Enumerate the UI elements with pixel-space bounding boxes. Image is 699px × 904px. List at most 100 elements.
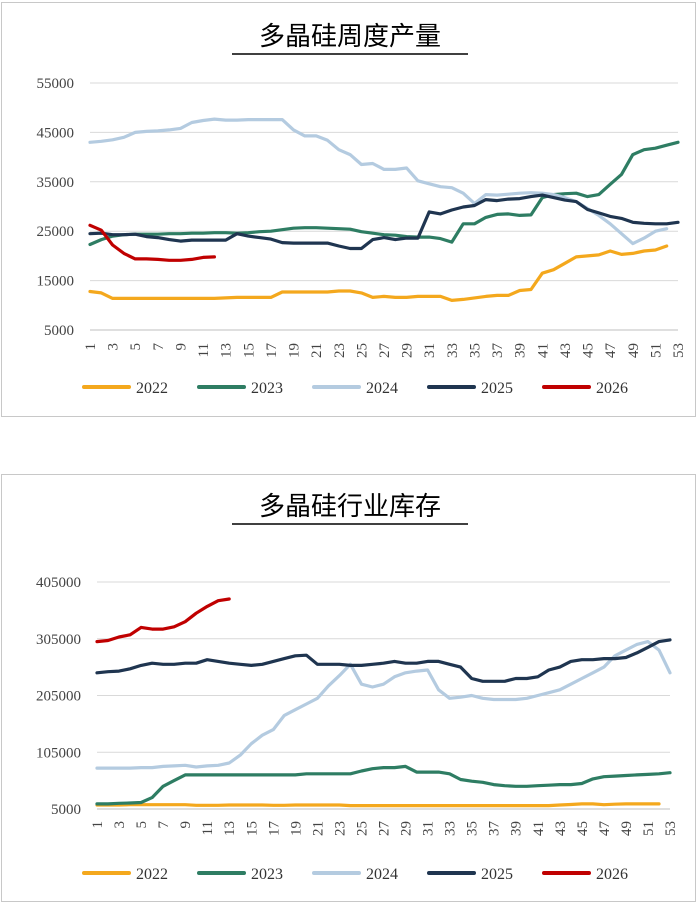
x-tick-label: 29 [400,343,416,358]
x-tick-label: 53 [671,343,687,358]
x-tick-label: 33 [445,343,461,358]
x-tick-label: 11 [200,821,216,835]
legend-label: 2023 [251,380,283,397]
legend-item-2024: 2024 [312,866,398,883]
legend-label: 2026 [596,866,628,883]
x-tick-label: 41 [535,343,551,358]
y-tick-label: 5000 [51,802,81,818]
x-tick-label: 19 [287,343,303,358]
x-tick-label: 5 [134,821,150,829]
x-tick-label: 29 [399,821,415,836]
x-tick-label: 31 [421,821,437,836]
x-tick-label: 27 [377,343,393,359]
x-tick-label: 53 [663,821,679,836]
series-line-2022 [88,244,669,302]
x-tick-label: 47 [597,821,613,837]
x-tick-label: 27 [377,821,393,837]
grid [90,82,678,331]
legend-item-2025: 2025 [427,380,513,397]
series-line-2025 [88,193,680,251]
x-tick-label: 39 [509,821,525,836]
x-tick-label: 51 [648,343,664,358]
legend-label: 2024 [366,380,398,397]
y-tick-label: 15000 [37,274,75,290]
x-tick-label: 15 [241,343,257,358]
x-tick-label: 1 [90,821,106,829]
y-tick-label: 105000 [36,745,81,761]
legend-label: 2026 [596,380,628,397]
x-tick-label: 23 [332,343,348,358]
x-tick-label: 49 [626,343,642,358]
legend-label: 2022 [136,380,168,397]
y-tick-label: 55000 [37,76,75,92]
x-tick-label: 3 [106,343,122,351]
x-tick-label: 21 [309,343,325,358]
x-tick-label: 43 [558,343,574,358]
series-line-2025 [95,638,672,683]
series-line-2026 [95,597,231,644]
series-line-2022 [95,802,661,808]
x-axis: 1 3 5 7 9 11 13 15 17 19 21 23 25 27 29 31 33 35 37 39 41 43 4… [90,808,679,837]
legend-item-2026: 2026 [542,866,628,883]
chart-title: 多晶硅周度产量 [259,22,441,52]
x-tick-label: 11 [196,343,212,357]
series-line-2026 [88,223,216,262]
series-line-2023 [88,140,680,247]
series-lines [88,117,680,302]
legend-label: 2022 [136,866,168,883]
x-tick-label: 49 [619,821,635,836]
legend-label: 2024 [366,866,398,883]
x-tick-label: 17 [266,821,282,837]
x-tick-label: 51 [641,821,657,836]
legend-item-2022: 2022 [82,380,168,397]
x-tick-label: 25 [354,343,370,358]
legend-item-2025: 2025 [427,866,513,883]
x-tick-label: 43 [553,821,569,836]
x-tick-label: 25 [354,821,370,836]
x-tick-label: 13 [219,343,235,358]
legend-label: 2025 [481,380,513,397]
y-tick-label: 405000 [36,575,81,591]
y-axis: 5000 105000 205000 305000 405000 [36,575,81,818]
legend-label: 2023 [251,866,283,883]
y-axis: 5000 15000 25000 35000 45000 55000 [37,76,75,339]
legend-item-2022: 2022 [82,866,168,883]
x-tick-label: 37 [490,342,506,358]
x-tick-label: 45 [575,821,591,836]
x-tick-label: 35 [465,821,481,836]
x-tick-label: 13 [222,821,238,836]
x-tick-label: 33 [443,821,459,836]
y-tick-label: 25000 [37,224,75,240]
legend-item-2023: 2023 [197,866,283,883]
x-tick-label: 31 [422,343,438,358]
y-tick-label: 305000 [36,632,81,648]
x-tick-label: 47 [603,343,619,359]
x-tick-label: 21 [310,821,326,836]
y-tick-label: 205000 [36,689,81,705]
y-tick-label: 5000 [44,323,74,339]
x-tick-label: 15 [244,821,260,836]
legend: 2022 2023 2024 2025 2026 [82,380,628,397]
x-tick-label: 3 [112,821,128,829]
x-tick-label: 23 [332,821,348,836]
legend-item-2024: 2024 [312,380,398,397]
x-tick-label: 5 [128,343,144,351]
x-tick-label: 7 [151,343,167,351]
chart-title: 多晶硅行业库存 [259,492,441,522]
x-tick-label: 9 [178,821,194,829]
x-tick-label: 9 [173,343,189,351]
legend-item-2026: 2026 [542,380,628,397]
x-axis: 1 3 5 7 9 11 13 15 17 19 21 23 25 27 29 31 33 35 37 39 41 43 4… [83,329,687,359]
x-tick-label: 17 [264,343,280,359]
x-tick-label: 39 [513,343,529,358]
x-tick-label: 37 [487,821,503,837]
series-line-2024 [95,640,672,770]
x-tick-label: 45 [581,343,597,358]
legend-label: 2025 [481,866,513,883]
x-tick-label: 35 [467,343,483,358]
series-lines [95,597,672,808]
y-tick-label: 45000 [37,125,75,141]
